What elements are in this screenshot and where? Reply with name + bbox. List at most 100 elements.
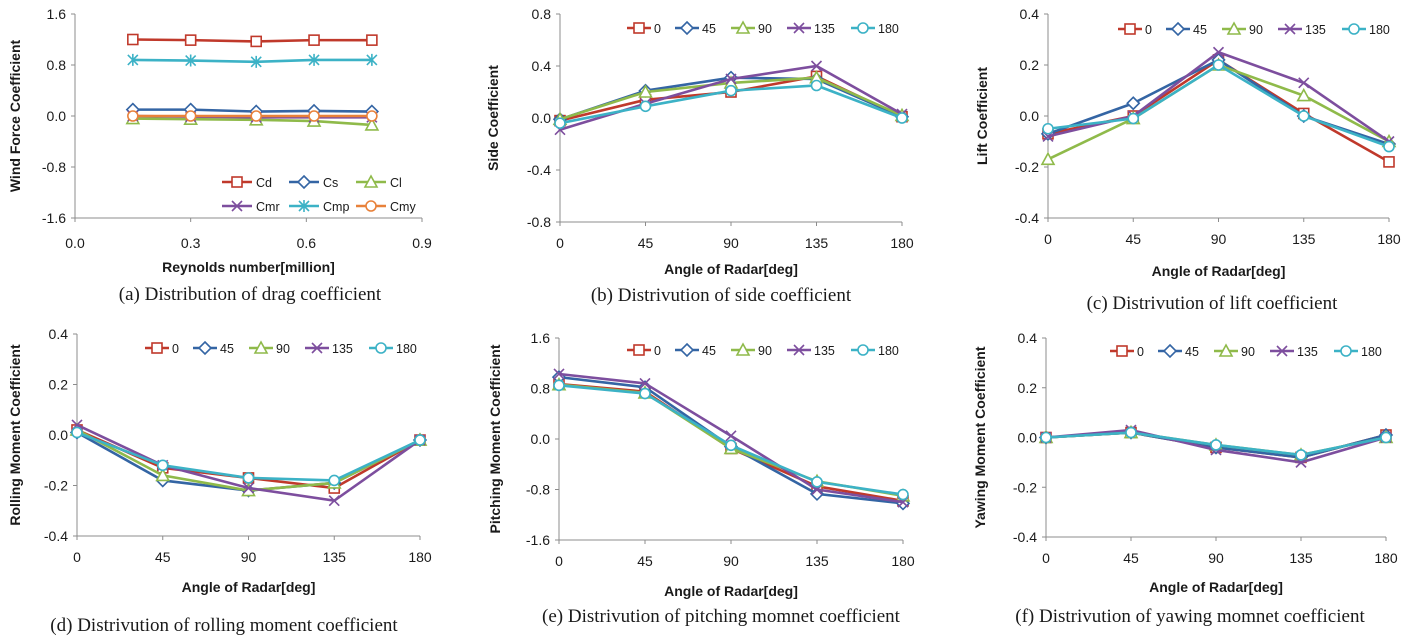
data-point (155, 467, 171, 482)
legend-label: 135 (1297, 345, 1318, 359)
legend-marker (253, 340, 269, 354)
legend-marker (1276, 345, 1288, 357)
y-axis-label: Lift Coefficient (974, 67, 990, 165)
legend-label: 90 (758, 344, 772, 358)
x-tick-label: 0 (1044, 231, 1052, 247)
legend-marker (1226, 21, 1242, 35)
legend-label: 180 (1369, 23, 1390, 37)
legend-label: 180 (1361, 345, 1382, 359)
x-tick-label: 45 (638, 235, 654, 251)
series-90 (1040, 57, 1397, 166)
x-tick-label: 135 (1292, 231, 1316, 247)
legend-label: 45 (220, 342, 234, 356)
data-point (1040, 431, 1052, 444)
data-point (1383, 140, 1395, 153)
legend-label: 45 (702, 344, 716, 358)
y-tick-label: 0.0 (1018, 430, 1038, 446)
chart-a: 1.6 0.8 0.0 -0.8 -1.6 0.0 0.3 0.6 0.9 Reynolds nu… (7, 6, 432, 305)
x-axis-label: Angle of Radar[deg] (1149, 579, 1283, 595)
series-Cmp (127, 53, 378, 68)
series-line (132, 58, 372, 64)
legend-marker (151, 342, 163, 354)
data-point (328, 495, 340, 507)
data-point (810, 60, 823, 72)
data-point (366, 110, 378, 122)
series-line (1047, 63, 1390, 161)
legend-marker (1218, 343, 1234, 357)
data-point (1380, 431, 1392, 444)
legend-label: Cmp (323, 200, 349, 214)
y-tick-label: 0.8 (47, 57, 67, 73)
x-tick-label: 0 (555, 553, 563, 569)
data-point (1383, 156, 1395, 168)
data-point (1210, 439, 1222, 451)
data-point (184, 110, 197, 122)
x-tick-label: 0.9 (412, 235, 432, 251)
y-axis-label: Rolling Moment Coefficient (7, 344, 23, 526)
y-tick-label: -0.8 (527, 214, 551, 230)
series-Cd (127, 33, 378, 48)
legend-marker (197, 340, 213, 356)
legend: 0 45 90 135 180 (1110, 343, 1382, 359)
data-point (366, 53, 378, 66)
legend-marker (857, 344, 869, 356)
y-tick-label: 0.4 (49, 326, 69, 342)
data-point (1042, 122, 1054, 135)
x-tick-label: 135 (805, 235, 829, 251)
y-tick-label: 0.0 (531, 431, 551, 447)
legend-marker (679, 20, 695, 36)
data-point (308, 53, 320, 66)
data-point (554, 117, 566, 129)
legend-label: 0 (654, 22, 661, 36)
chart-e: 1.6 0.8 0.0 -0.8 -1.6 0 45 90 135 180 Angle of Rad… (487, 330, 915, 627)
data-point (308, 110, 320, 122)
series-180 (71, 426, 426, 487)
legend-marker (375, 342, 387, 354)
series-line (76, 423, 421, 503)
legend-label: Cmy (390, 200, 416, 214)
legend-marker (1284, 23, 1296, 35)
legend-marker (298, 200, 310, 212)
y-tick-label: 0.2 (1020, 57, 1040, 73)
x-tick-label: 180 (890, 235, 914, 251)
legend-marker (363, 174, 379, 188)
legend-label: Cl (390, 176, 402, 190)
x-axis-label: Angle of Radar[deg] (182, 579, 316, 595)
legend-marker (735, 342, 751, 356)
data-point (1297, 110, 1310, 122)
y-tick-label: -0.2 (1013, 479, 1037, 495)
legend: Cd Cs Cl Cmr Cmp Cmy (222, 174, 416, 214)
series-180 (554, 79, 908, 129)
data-point (1296, 87, 1312, 102)
x-tick-label: 45 (155, 549, 171, 565)
legend-label: Cd (256, 176, 272, 190)
y-axis-label: Yawing Moment Coefficient (972, 346, 988, 528)
data-point (308, 34, 320, 46)
legend-marker (365, 200, 377, 212)
data-point (1298, 77, 1310, 89)
x-tick-label: 180 (408, 549, 432, 565)
legend-marker (633, 344, 645, 356)
x-tick-label: 135 (323, 549, 347, 565)
legend-marker (231, 200, 243, 212)
legend-label: Cmr (256, 200, 280, 214)
data-point (725, 430, 737, 442)
legend-marker (1116, 345, 1128, 357)
x-tick-label: 135 (805, 553, 829, 569)
legend: 0 45 90 135 180 (145, 340, 417, 356)
x-axis-label: Angle of Radar[deg] (664, 261, 798, 277)
y-tick-label: 0.4 (1018, 330, 1038, 346)
data-point (250, 55, 262, 68)
legend-marker (1162, 343, 1178, 359)
data-point (1125, 426, 1137, 439)
data-point (1127, 112, 1140, 125)
legend-label: 180 (878, 344, 899, 358)
x-axis-label: Reynolds number[million] (162, 259, 335, 275)
y-axis-label: Pitching Moment Coefficient (487, 344, 503, 533)
series-line (558, 372, 904, 504)
legend-label: 180 (878, 22, 899, 36)
data-point (250, 110, 263, 122)
legend-label: 180 (396, 342, 417, 356)
data-point (725, 439, 737, 452)
legend-label: 0 (1137, 345, 1144, 359)
